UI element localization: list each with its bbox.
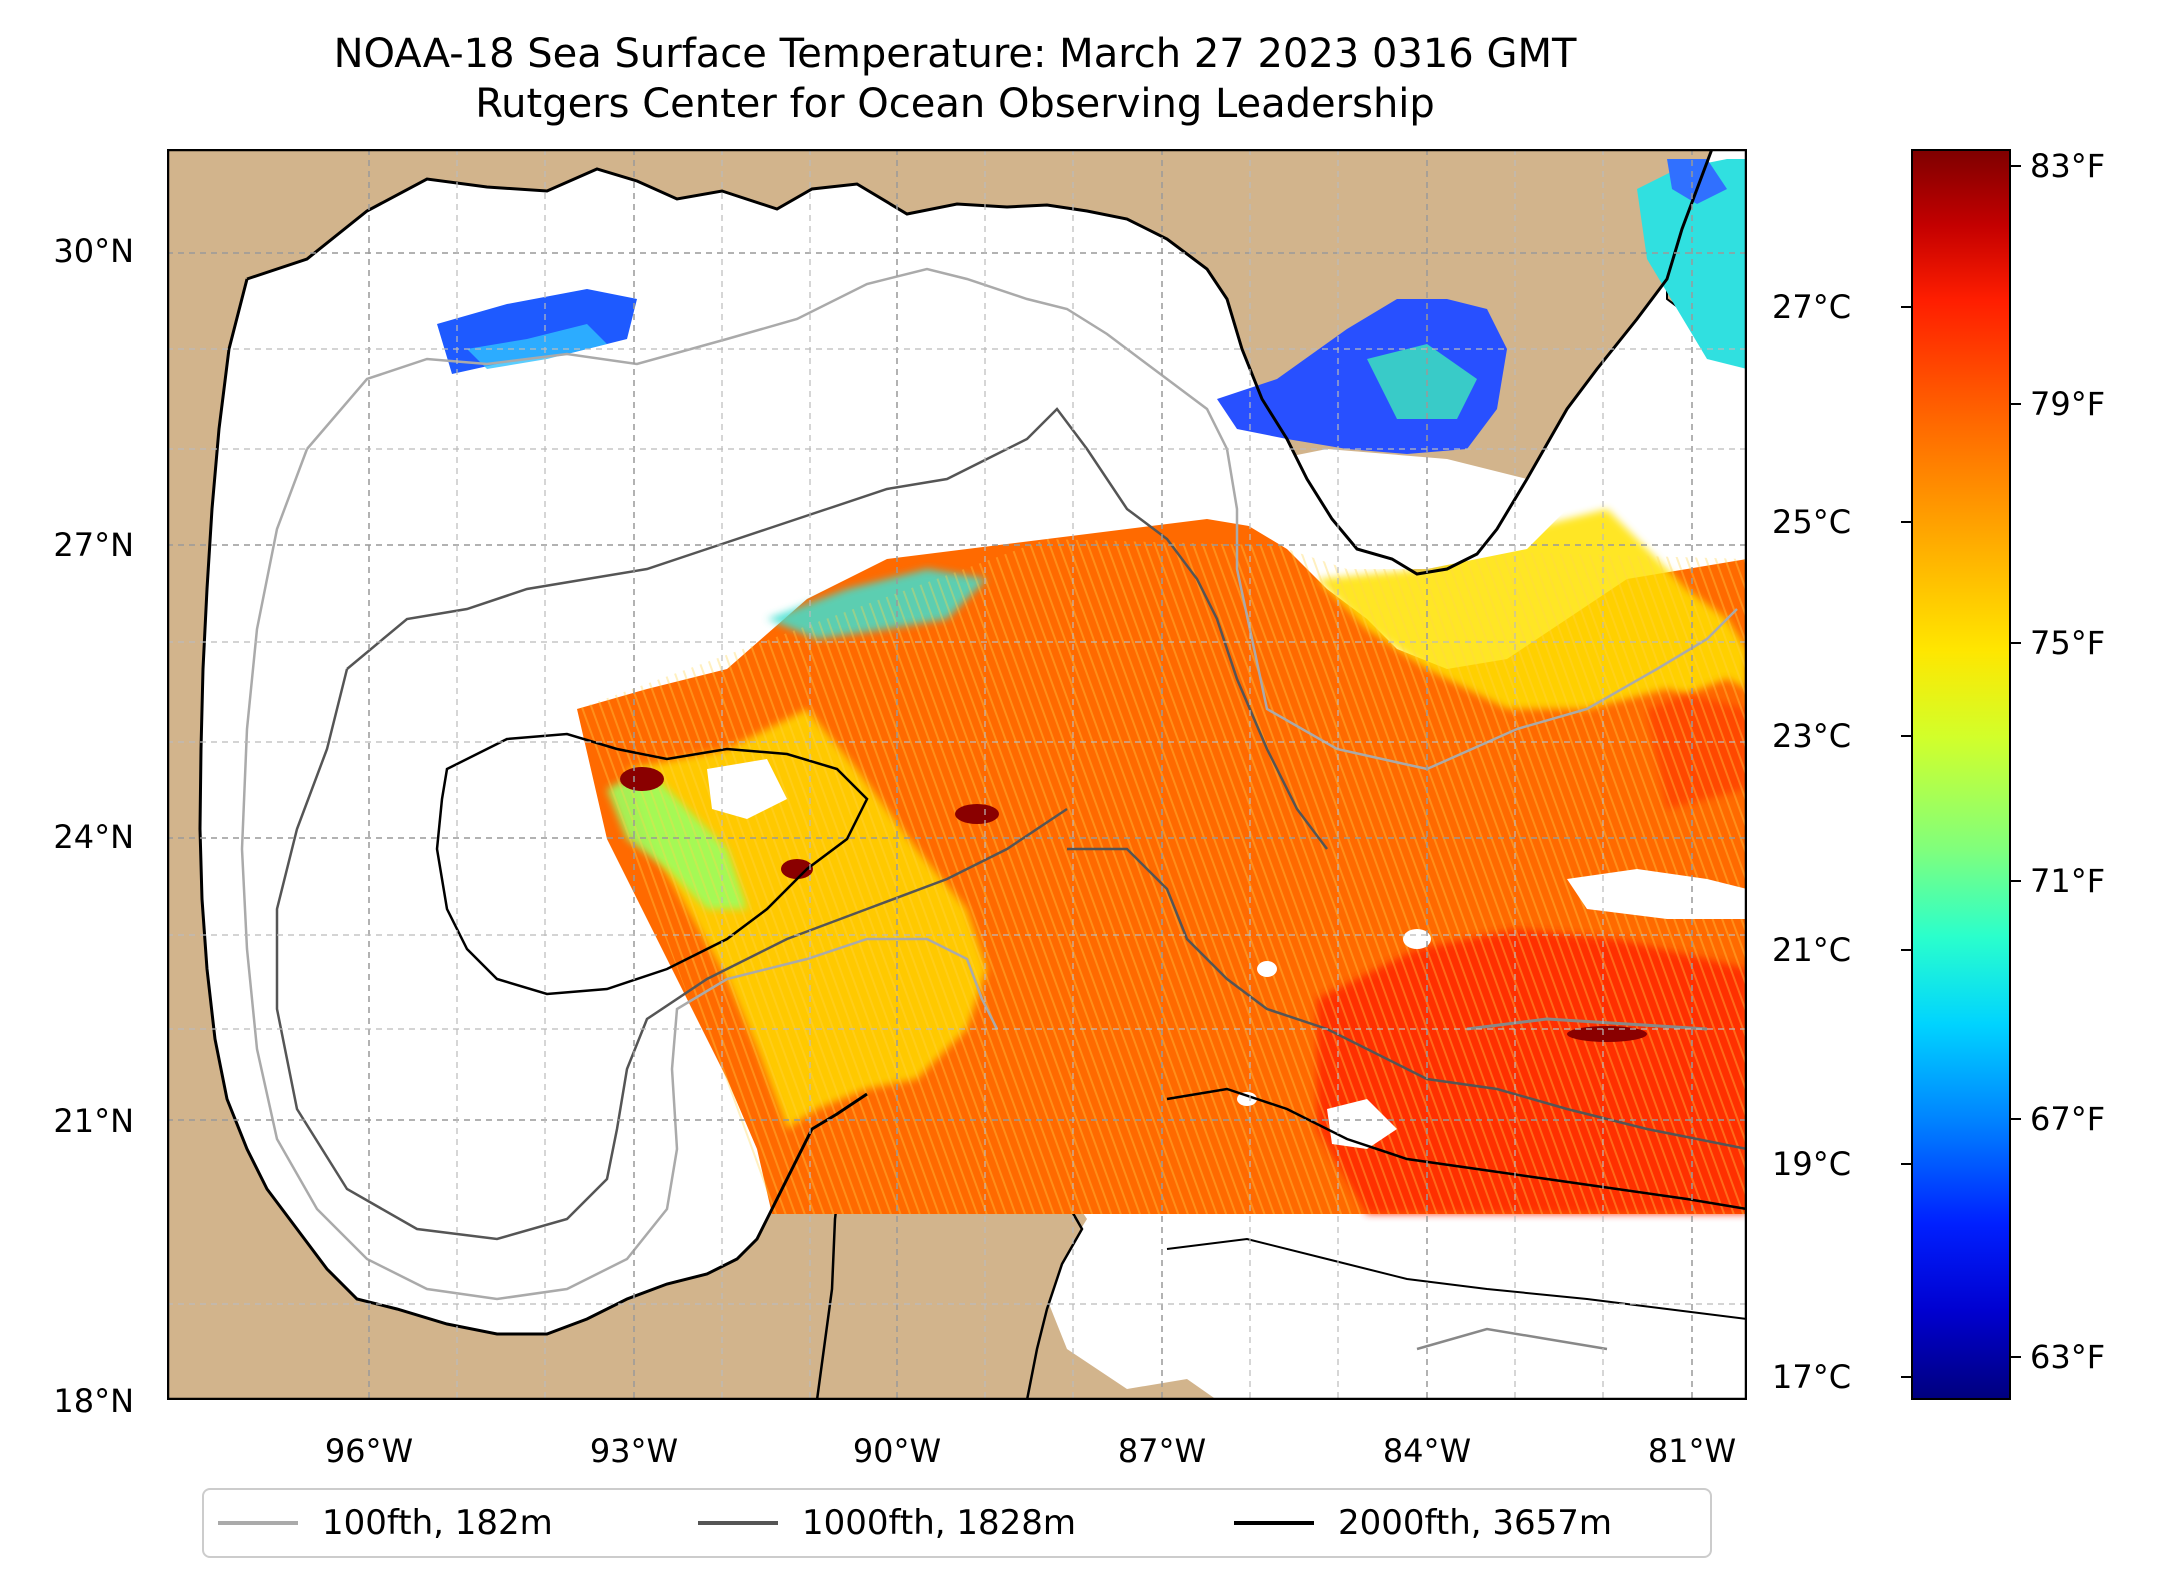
cb-tick-f xyxy=(2011,1356,2021,1358)
contour-1000fth xyxy=(275,668,1068,1241)
cb-label-67f: 67°F xyxy=(2030,1100,2106,1138)
contour-100fth xyxy=(240,448,999,1301)
lon-label-87w: 87°W xyxy=(1117,1432,1207,1470)
cloud-gap xyxy=(1567,869,1747,919)
map-frame xyxy=(167,149,1747,1400)
legend-line-100fth xyxy=(218,1521,298,1525)
cb-tick-f xyxy=(2011,1118,2021,1120)
contour-2000fth xyxy=(1166,1237,1747,1320)
cb-tick-c xyxy=(1901,949,1911,951)
cloud-gap xyxy=(707,759,787,819)
legend-line-2000fth xyxy=(1234,1521,1314,1525)
cb-tick-c xyxy=(1901,306,1911,308)
legend-item-100fth: 100fth, 182m xyxy=(218,1490,553,1556)
sst-hot-spot xyxy=(955,804,999,824)
map-subtitle: Rutgers Center for Ocean Observing Leade… xyxy=(475,81,1435,127)
lon-label-96w: 96°W xyxy=(324,1432,414,1470)
cloud-gap xyxy=(1227,449,1567,569)
sst-hot-spot xyxy=(781,859,813,879)
sst-cold-patch xyxy=(467,324,607,369)
temperature-colorbar xyxy=(1911,149,2011,1400)
cloud-gap xyxy=(1237,1092,1257,1106)
cb-label-25c: 25°C xyxy=(1772,503,1852,541)
legend-item-1000fth: 1000fth, 1828m xyxy=(698,1490,1076,1556)
lon-label-81w: 81°W xyxy=(1647,1432,1737,1470)
map-title: NOAA-18 Sea Surface Temperature: March 2… xyxy=(333,31,1577,77)
cloud-gap xyxy=(1403,929,1431,949)
legend-label-2000fth: 2000fth, 3657m xyxy=(1338,1503,1613,1543)
cb-tick-f xyxy=(2011,880,2021,882)
cb-tick-c xyxy=(1901,735,1911,737)
legend-label-1000fth: 1000fth, 1828m xyxy=(802,1503,1077,1543)
cb-tick-f xyxy=(2011,403,2021,405)
cb-tick-f xyxy=(2011,642,2021,644)
lon-label-84w: 84°W xyxy=(1382,1432,1472,1470)
cb-label-17c: 17°C xyxy=(1772,1358,1852,1396)
coastline xyxy=(246,149,1714,576)
lon-label-90w: 90°W xyxy=(852,1432,942,1470)
cb-label-63f: 63°F xyxy=(2030,1338,2106,1376)
cb-tick-c xyxy=(1901,1163,1911,1165)
cb-label-23c: 23°C xyxy=(1772,717,1852,755)
cb-tick-c xyxy=(1901,521,1911,523)
cb-tick-f xyxy=(2011,165,2021,167)
cb-label-75f: 75°F xyxy=(2030,624,2106,662)
contour-2000fth xyxy=(435,732,869,996)
cloud-gap xyxy=(1257,961,1277,977)
cb-label-19c: 19°C xyxy=(1772,1145,1852,1183)
contour-1000fth xyxy=(346,407,1328,850)
contour-100fth xyxy=(1466,1017,1708,1031)
lat-label-27n: 27°N xyxy=(53,526,134,564)
cb-tick-c xyxy=(1901,1376,1911,1378)
cb-label-21c: 21°C xyxy=(1772,931,1852,969)
cb-label-79f: 79°F xyxy=(2030,385,2106,423)
cb-label-71f: 71°F xyxy=(2030,862,2106,900)
legend-item-2000fth: 2000fth, 3657m xyxy=(1234,1490,1612,1556)
contour-2000fth xyxy=(1166,1087,1747,1211)
coastline xyxy=(198,278,868,1336)
legend-line-1000fth xyxy=(698,1521,778,1525)
contour-100fth xyxy=(1416,1327,1608,1351)
lon-label-93w: 93°W xyxy=(589,1432,679,1470)
sst-cold-patch xyxy=(1667,159,1727,204)
lat-label-18n: 18°N xyxy=(53,1382,134,1420)
sst-hot-spot xyxy=(620,767,664,791)
contour-legend: 100fth, 182m 1000fth, 1828m 2000fth, 365… xyxy=(202,1488,1712,1558)
sst-map xyxy=(167,149,1747,1400)
sst-hot-spot xyxy=(1567,1026,1647,1042)
legend-label-100fth: 100fth, 182m xyxy=(322,1503,553,1543)
lat-label-30n: 30°N xyxy=(53,232,134,270)
sst-cold-patch xyxy=(1367,344,1477,419)
cb-label-27c: 27°C xyxy=(1772,288,1852,326)
lat-label-21n: 21°N xyxy=(53,1102,134,1140)
cb-label-83f: 83°F xyxy=(2030,147,2106,185)
lat-label-24n: 24°N xyxy=(53,818,134,856)
